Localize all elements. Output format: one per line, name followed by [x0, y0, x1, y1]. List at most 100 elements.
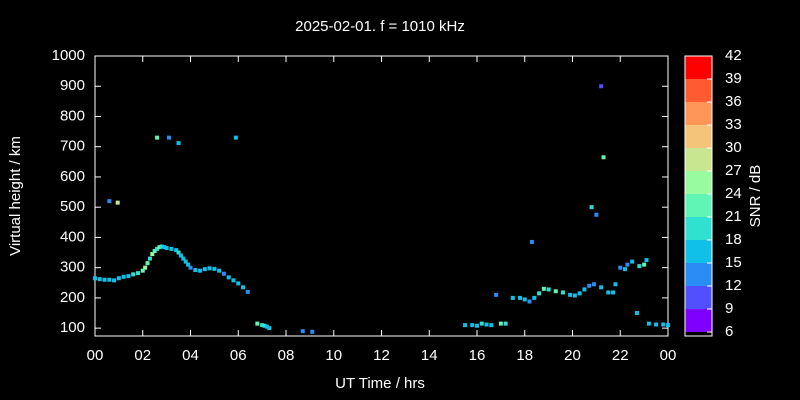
data-point: [591, 282, 596, 287]
x-tick-label: 00: [87, 347, 104, 364]
data-point: [646, 321, 651, 326]
x-tick-label: 18: [516, 347, 533, 364]
data-point: [517, 295, 522, 300]
data-point: [310, 329, 315, 334]
colorbar-swatch: [685, 194, 712, 217]
data-point: [260, 323, 265, 328]
data-point: [470, 323, 475, 328]
data-point: [666, 323, 670, 328]
data-point: [188, 265, 193, 270]
data-point: [582, 287, 587, 292]
colorbar-swatch: [685, 125, 712, 148]
x-tick-label: 00: [660, 347, 677, 364]
data-point: [599, 285, 604, 290]
data-point: [623, 267, 628, 272]
data-point: [613, 282, 618, 287]
colorbar-tick-label: 12: [725, 277, 742, 294]
colorbar-swatch: [685, 217, 712, 240]
data-point: [226, 275, 231, 280]
data-point: [221, 271, 226, 276]
data-point: [546, 287, 551, 292]
data-point: [601, 155, 606, 160]
colorbar-swatch: [685, 309, 712, 332]
colorbar-swatch: [685, 148, 712, 171]
data-point: [630, 259, 635, 264]
data-point: [150, 252, 155, 257]
x-axis-label: UT Time / hrs: [335, 375, 425, 392]
data-point: [634, 311, 639, 316]
data-point: [135, 271, 140, 276]
colorbar-swatch: [685, 240, 712, 263]
x-tick-label: 06: [230, 347, 247, 364]
data-point: [577, 291, 582, 296]
y-tick-label: 100: [60, 319, 85, 336]
data-point: [262, 323, 267, 328]
data-point: [147, 256, 152, 261]
data-point: [560, 290, 565, 295]
data-point: [625, 262, 630, 267]
data-point: [599, 84, 604, 89]
data-point: [107, 277, 112, 282]
data-point: [654, 322, 659, 327]
data-point: [589, 205, 594, 210]
colorbar-tick-label: 21: [725, 208, 742, 225]
colorbar-swatch: [685, 171, 712, 194]
chart-title: 2025-02-01. f = 1010 kHz: [295, 18, 465, 35]
colorbar-tick-label: 15: [725, 254, 742, 271]
colorbar-swatch: [685, 79, 712, 102]
data-point: [164, 246, 169, 251]
x-tick-label: 14: [421, 347, 438, 364]
data-point: [494, 292, 499, 297]
data-point: [198, 268, 203, 273]
x-tick-label: 16: [469, 347, 486, 364]
data-point: [202, 267, 207, 272]
data-point: [157, 245, 162, 250]
data-point: [475, 323, 479, 328]
colorbar-tick-label: 9: [725, 300, 733, 317]
data-point: [102, 277, 107, 282]
data-point: [167, 135, 172, 140]
data-point: [541, 286, 546, 291]
data-point: [522, 297, 527, 302]
data-point: [145, 261, 150, 266]
data-point: [181, 256, 186, 261]
data-point: [300, 329, 305, 334]
colorbar-label: SNR / dB: [747, 165, 764, 228]
data-point: [155, 135, 160, 140]
colorbar-tick-label: 24: [725, 185, 742, 202]
y-tick-label: 800: [60, 107, 85, 124]
x-tick-label: 22: [612, 347, 629, 364]
data-point: [217, 268, 222, 273]
colorbar-tick-label: 33: [725, 116, 742, 133]
data-point: [116, 276, 121, 281]
data-point: [489, 323, 494, 328]
y-tick-label: 300: [60, 259, 85, 276]
x-tick-label: 02: [134, 347, 151, 364]
data-point: [245, 289, 250, 294]
data-point: [126, 274, 131, 279]
data-point: [264, 324, 269, 329]
y-tick-label: 900: [60, 77, 85, 94]
data-point: [93, 276, 97, 281]
data-point: [611, 290, 616, 295]
data-point: [498, 321, 503, 326]
colorbar-tick-label: 27: [725, 162, 742, 179]
data-point: [606, 290, 611, 295]
colorbar-tick-label: 6: [725, 323, 733, 340]
colorbar-swatch: [685, 102, 712, 125]
colorbar-tick-label: 42: [725, 47, 742, 64]
data-point: [155, 246, 160, 251]
data-point: [186, 262, 191, 267]
colorbar-tick-label: 39: [725, 70, 742, 87]
data-point: [503, 321, 508, 326]
data-point: [510, 295, 515, 300]
y-tick-label: 700: [60, 138, 85, 155]
data-point: [176, 141, 181, 146]
data-point: [131, 272, 136, 277]
colorbar-tick-label: 30: [725, 139, 742, 156]
x-tick-label: 12: [373, 347, 390, 364]
x-tick-label: 10: [325, 347, 342, 364]
data-point: [140, 268, 145, 273]
data-point: [484, 322, 489, 327]
colorbar-swatch: [685, 56, 712, 79]
